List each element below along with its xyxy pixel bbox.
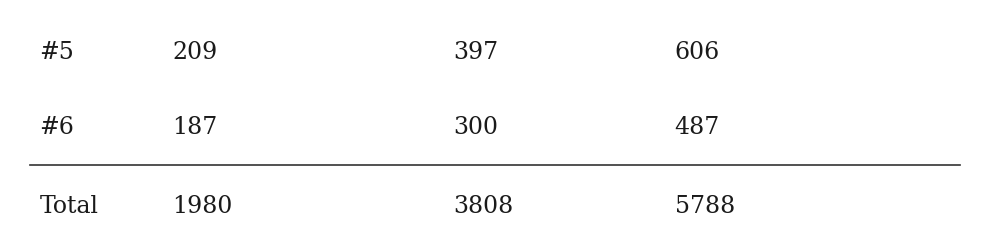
Text: 5788: 5788 [675, 195, 735, 218]
Text: #6: #6 [39, 116, 74, 140]
Text: Total: Total [39, 195, 98, 218]
Text: 606: 606 [675, 41, 720, 64]
Text: 1980: 1980 [172, 195, 232, 218]
Text: #5: #5 [39, 41, 74, 64]
Text: 487: 487 [675, 116, 720, 140]
Text: 187: 187 [172, 116, 218, 140]
Text: 209: 209 [172, 41, 218, 64]
Text: 397: 397 [453, 41, 498, 64]
Text: 3808: 3808 [453, 195, 513, 218]
Text: 300: 300 [453, 116, 498, 140]
